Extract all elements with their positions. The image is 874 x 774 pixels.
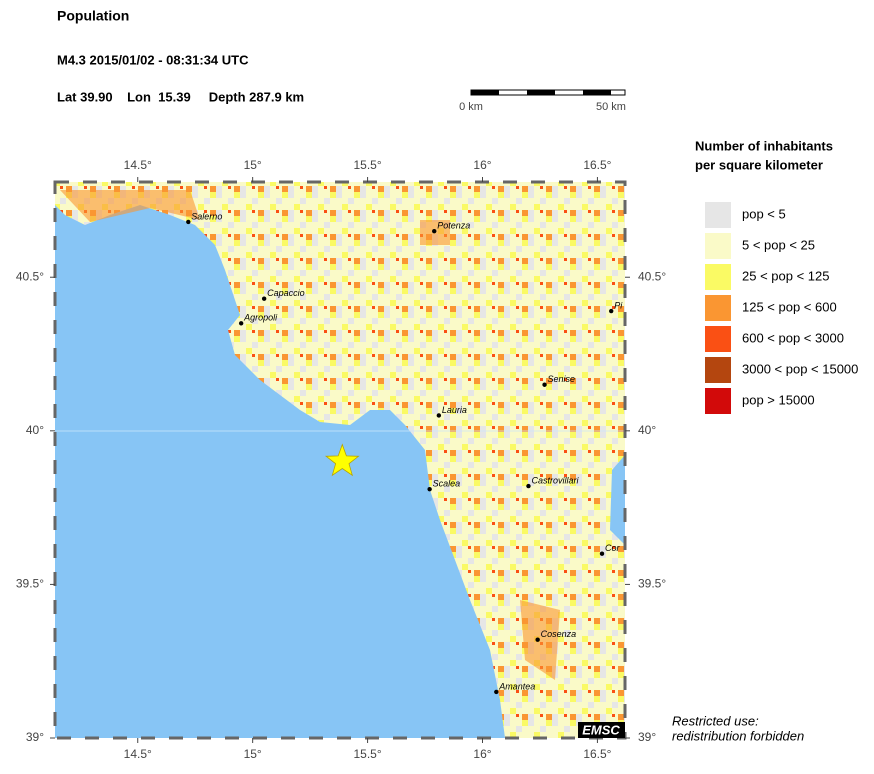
title: Population bbox=[57, 8, 129, 24]
map-frame bbox=[53, 180, 627, 740]
legend-label: 25 < pop < 125 bbox=[742, 268, 829, 283]
logo-bg bbox=[578, 722, 625, 738]
y-tick-label: 40.5° bbox=[16, 269, 44, 283]
event: M4.3 2015/01/02 - 08:31:34 UTC bbox=[57, 52, 249, 67]
map-marks: Salerno Potenza Capaccio Agropoli Pi Senise La… bbox=[186, 211, 623, 695]
footer: Restricted use: bbox=[672, 713, 759, 728]
x-tick-label: 14.5° bbox=[124, 158, 152, 172]
city-dot bbox=[186, 219, 191, 225]
legend-swatch bbox=[705, 388, 731, 414]
city-label: Amantea bbox=[498, 681, 535, 691]
scale-label: 50 km bbox=[596, 101, 626, 113]
cities: Salerno Potenza Capaccio Agropoli Pi Senise La… bbox=[186, 211, 623, 695]
land bbox=[55, 182, 625, 738]
x-tick-label: 15° bbox=[244, 158, 262, 172]
y-tick-label: 40° bbox=[26, 423, 44, 437]
y-tick-label: 40.5° bbox=[638, 269, 666, 283]
city-label: Salerno bbox=[191, 211, 222, 221]
city-dot bbox=[526, 483, 531, 489]
x-tick-label: 16.5° bbox=[583, 747, 611, 761]
y-tick-label: 39.5° bbox=[638, 577, 666, 591]
x-tick-label: 15.5° bbox=[354, 158, 382, 172]
city-dot bbox=[542, 382, 547, 387]
x-tick-label: 16.5° bbox=[583, 158, 611, 172]
x-tick-label: 16° bbox=[473, 158, 491, 172]
legend-swatch bbox=[705, 264, 731, 290]
y-tick-label: 39.5° bbox=[16, 577, 44, 591]
city-label: Potenza bbox=[437, 221, 470, 231]
legend-swatch bbox=[705, 202, 731, 228]
city-dot bbox=[238, 321, 244, 326]
city-label: Cor bbox=[605, 543, 621, 553]
location: Lat 39.90 Lon 15.39 Depth 287.9 km bbox=[57, 89, 304, 104]
legend-swatch bbox=[705, 357, 731, 383]
legend-swatch bbox=[705, 233, 731, 259]
city-label: Castrovillari bbox=[531, 475, 579, 485]
city-dot bbox=[261, 296, 267, 301]
logo: EMSC bbox=[582, 722, 620, 737]
legend-label: pop > 15000 bbox=[742, 392, 815, 407]
x-tick-label: 15° bbox=[244, 747, 262, 761]
scale-label: 0 km bbox=[459, 101, 483, 113]
city-dot bbox=[427, 486, 432, 492]
legend-title: Number of inhabitants bbox=[695, 138, 833, 153]
legend-swatch bbox=[705, 295, 731, 321]
scale-bar: 0 km 50 km bbox=[459, 89, 626, 113]
x-tick-label: 15.5° bbox=[354, 747, 382, 761]
city-dot bbox=[432, 228, 437, 234]
city-label: Scalea bbox=[433, 479, 461, 489]
city-dot bbox=[535, 637, 540, 642]
legend-label: 3000 < pop < 15000 bbox=[742, 361, 858, 376]
y-tick-label: 40° bbox=[638, 423, 656, 437]
y-tick-label: 39° bbox=[638, 730, 656, 744]
legend-label: 600 < pop < 3000 bbox=[742, 330, 844, 345]
city-dot bbox=[599, 551, 605, 556]
city-label: Senise bbox=[548, 374, 576, 384]
city-dot bbox=[436, 413, 442, 418]
city-label: Lauria bbox=[442, 405, 467, 415]
x-tick-label: 16° bbox=[473, 747, 491, 761]
legend-label: 125 < pop < 600 bbox=[742, 299, 837, 314]
x-tick-label: 14.5° bbox=[124, 747, 152, 761]
footer: redistribution forbidden bbox=[672, 728, 804, 743]
legend-label: pop < 5 bbox=[742, 206, 786, 221]
city-label: Capaccio bbox=[267, 288, 305, 298]
city-label: Agropoli bbox=[243, 313, 278, 323]
y-tick-label: 39° bbox=[26, 730, 44, 744]
city-label: Cosenza bbox=[541, 629, 577, 639]
legend-swatch bbox=[705, 326, 731, 352]
city-label: Pi bbox=[614, 300, 623, 310]
legend-label: 5 < pop < 25 bbox=[742, 237, 815, 252]
epicenter bbox=[324, 443, 360, 477]
city-dot bbox=[609, 308, 614, 314]
legend-title: per square kilometer bbox=[695, 157, 823, 172]
city-dot bbox=[494, 689, 499, 695]
